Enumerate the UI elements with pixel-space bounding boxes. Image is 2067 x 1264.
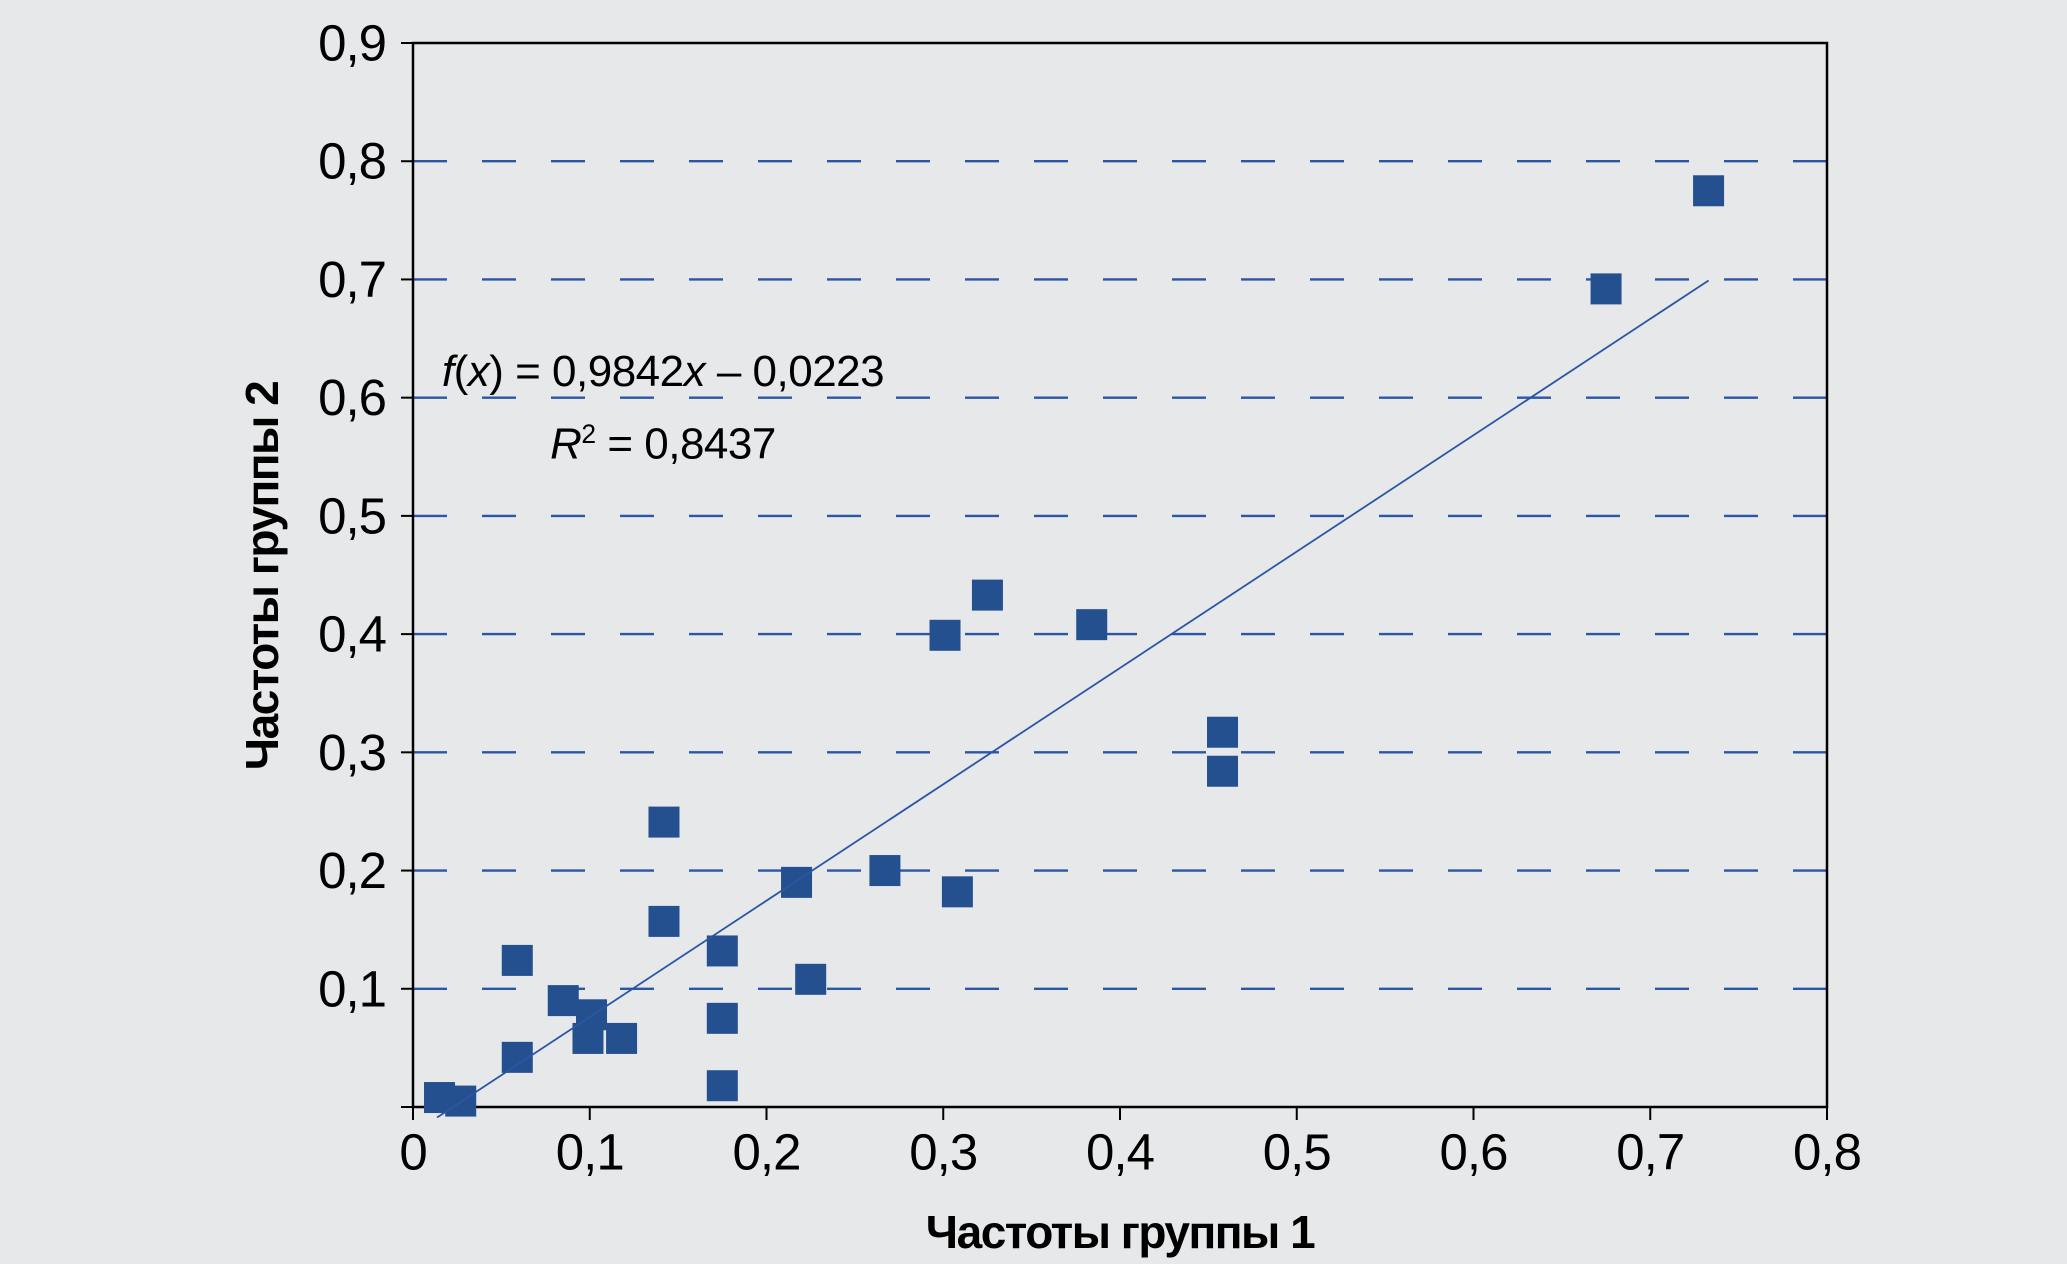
y-tick-label: 0,6 [318, 369, 386, 426]
y-tick-label: 0,8 [318, 133, 386, 190]
x-tick-label: 0,3 [909, 1124, 977, 1181]
data-point-marker [1076, 609, 1108, 641]
data-point-marker [648, 806, 680, 838]
data-point-marker [606, 1022, 638, 1054]
equation-fragment: f [441, 347, 454, 396]
data-point-marker [1207, 755, 1239, 787]
equation-fragment: 2 [581, 419, 596, 449]
equation-fragment: x [467, 347, 490, 396]
data-point-marker [1207, 716, 1239, 748]
data-point-marker [501, 944, 533, 976]
data-point-marker [971, 579, 1003, 611]
x-tick-label: 0 [399, 1124, 426, 1181]
trendline-equation: f(x) = 0,9842x – 0,0223 R2 = 0,8437 [413, 341, 913, 476]
equation-fragment: R [550, 419, 582, 469]
equation-fragment: – 0,0223 [705, 347, 885, 396]
data-point-marker [547, 985, 579, 1017]
data-point-marker [941, 876, 973, 908]
y-axis-title: Частоты группы 2 [236, 381, 288, 771]
equation-fragment: ( [453, 347, 469, 396]
x-tick-label: 0,6 [1440, 1124, 1508, 1181]
y-tick-label: 0,2 [318, 842, 386, 899]
data-point-marker [869, 855, 901, 887]
r-squared-text: R2 = 0,8437 [413, 403, 913, 476]
y-tick-label: 0,4 [318, 606, 386, 663]
y-tick-label: 0,3 [318, 724, 386, 781]
y-tick-label: 0,1 [318, 960, 386, 1017]
x-tick-label: 0,2 [733, 1124, 801, 1181]
y-tick-label: 0,5 [318, 487, 386, 544]
data-point-marker [1693, 175, 1725, 207]
y-tick-label: 0,9 [318, 15, 386, 72]
x-tick-label: 0,1 [556, 1124, 624, 1181]
data-point-marker [706, 1002, 738, 1034]
data-point-marker [706, 1070, 738, 1102]
data-point-marker [929, 619, 961, 651]
x-axis-title: Частоты группы 1 [925, 1206, 1316, 1258]
trendline [436, 279, 1710, 1119]
data-point-marker [706, 935, 738, 967]
data-point-marker [781, 866, 813, 898]
equation-fragment: = 0,8437 [595, 419, 776, 469]
data-point-marker [572, 1022, 604, 1054]
equation-fragment: x [683, 347, 706, 396]
equation-fragment: ) = 0,9842 [489, 347, 684, 396]
x-tick-label: 0,8 [1793, 1124, 1861, 1181]
data-point-marker [795, 963, 827, 995]
x-tick-label: 0,4 [1086, 1124, 1154, 1181]
y-tick-label: 0,7 [318, 251, 386, 308]
x-tick-label: 0,5 [1263, 1124, 1331, 1181]
plot-border [411, 41, 1829, 1109]
data-point-marker [1590, 273, 1622, 305]
x-tick-label: 0,7 [1616, 1124, 1684, 1181]
data-point-marker [648, 905, 680, 937]
equation-text: f(x) = 0,9842x – 0,0223 [413, 341, 913, 403]
